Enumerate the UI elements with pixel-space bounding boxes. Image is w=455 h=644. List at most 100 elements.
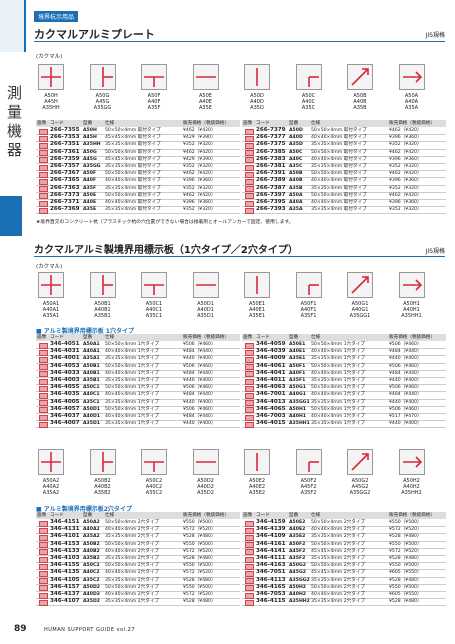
price: ¥462（¥420） <box>389 149 422 155</box>
plate-label: A50F1 <box>300 301 317 307</box>
spec: 45×45×4mm 取付タイプ <box>105 156 161 162</box>
spec: 40×40×4mm 1穴タイプ <box>105 414 160 419</box>
spec: 50×50×4mm 2穴タイプ <box>105 563 160 569</box>
column-header: コード <box>50 513 64 518</box>
row-rule <box>242 355 446 357</box>
model: A40F1 <box>289 370 306 376</box>
code: 346-4037 <box>50 413 80 419</box>
row-rule <box>242 134 446 136</box>
plate-label: A40H2 <box>403 484 420 490</box>
plate-label: A35F1 <box>300 313 317 319</box>
spec: 40×40×4mm 1穴タイプ <box>105 349 160 355</box>
spec: 50×50×4mm 取付タイプ <box>311 171 367 177</box>
column-header: 画像 <box>37 121 47 126</box>
plate-label: A50B1 <box>94 301 111 307</box>
thumbnail <box>245 527 254 534</box>
model: A40E <box>83 200 97 205</box>
model: A35GG2 <box>289 577 310 583</box>
side-tab <box>0 196 22 236</box>
code: 346-7053 <box>256 591 286 597</box>
spec: 35×35×4mm 2穴タイプ <box>311 599 366 605</box>
price: ¥506（¥460） <box>183 385 216 391</box>
price: ¥484（¥440） <box>389 349 422 355</box>
row-rule <box>36 155 240 157</box>
thumbnail <box>39 342 48 349</box>
thumbnail <box>39 371 48 378</box>
row-rule <box>36 555 240 556</box>
row-rule <box>36 405 240 407</box>
thumbnail <box>39 193 48 200</box>
code: 346-4057 <box>50 405 80 412</box>
thumbnail <box>245 128 254 135</box>
thumbnail <box>39 135 48 142</box>
thumbnail <box>245 342 254 349</box>
spec: 50×50×4mm 2穴タイプ <box>311 563 366 569</box>
model: A50C1 <box>83 385 100 391</box>
spec: 35×35×4mm 1穴タイプ <box>311 399 366 405</box>
plate-label: A35D2 <box>197 490 214 496</box>
row-rule <box>36 598 240 600</box>
thumbnail <box>39 385 48 392</box>
plate-label: A40E1 <box>248 307 266 313</box>
row-rule <box>36 163 240 164</box>
row-rule <box>36 369 240 371</box>
spec: 40×40×4mm 1穴タイプ <box>105 392 160 398</box>
column-header: 販売価格（税抜価格） <box>183 513 229 518</box>
code: 346-4153 <box>50 540 80 547</box>
price: ¥462（¥420） <box>389 128 422 133</box>
plate-image <box>141 272 167 298</box>
thumbnail <box>39 392 48 399</box>
model: A35GG <box>83 164 101 169</box>
code: 346-4159 <box>256 519 286 525</box>
price: ¥352（¥320） <box>389 185 422 191</box>
model: A35D1 <box>83 421 100 427</box>
price: ¥396（¥360） <box>183 200 216 205</box>
row-rule <box>242 533 446 535</box>
badge: 境界杭示用品 <box>34 11 79 22</box>
spec: 50×50×4mm 1穴タイプ <box>105 342 160 347</box>
standard: JIS規格 <box>425 248 445 255</box>
plate-image <box>89 64 116 90</box>
plate-label: A50E <box>199 93 212 99</box>
code: 346-4161 <box>256 540 286 547</box>
spec: 50×50×4mm 取付タイプ <box>105 192 161 198</box>
plate-label: A40D <box>250 99 264 105</box>
spec: 40×40×4mm 2穴タイプ <box>105 570 160 576</box>
thumbnail <box>39 349 48 356</box>
plate-image <box>38 449 64 475</box>
code: 266-7351 <box>50 141 80 148</box>
row-rule <box>242 348 446 350</box>
row-rule <box>242 569 446 571</box>
price: ¥462（¥420） <box>183 149 216 155</box>
code: 346-4141 <box>256 547 286 554</box>
price: ¥396（¥360） <box>389 178 422 184</box>
row-rule <box>36 540 240 542</box>
plate-label: A40H1 <box>403 307 420 313</box>
row-rule <box>36 562 240 564</box>
thumbnail <box>245 157 254 164</box>
spec: 50×50×4mm 2穴タイプ <box>105 520 160 525</box>
thumbnail <box>245 193 254 200</box>
spec: 50×50×4mm 取付タイプ <box>105 128 161 133</box>
column-header: コード <box>50 335 64 340</box>
row-rule <box>36 526 240 528</box>
thumbnail <box>245 585 254 592</box>
column-header: 型番 <box>289 335 299 340</box>
model: A40B1 <box>83 370 100 376</box>
plate-image <box>398 64 425 90</box>
row-rule <box>36 427 240 429</box>
plate-label: A35E2 <box>248 490 266 496</box>
model: A35B1 <box>83 378 100 383</box>
thumbnail <box>245 371 254 378</box>
model: A40B <box>289 178 303 184</box>
plate-label: A50A <box>404 93 419 99</box>
column-header: 販売価格（税抜価格） <box>389 335 435 340</box>
thumbnail <box>245 563 254 570</box>
thumbnail <box>245 142 254 149</box>
plate-label: A35GG1 <box>349 313 371 319</box>
spec: 40×40×4mm 取付タイプ <box>311 178 367 184</box>
plate-label: A35C1 <box>145 313 163 319</box>
price: ¥605（¥550） <box>389 570 422 576</box>
row-rule <box>242 413 446 414</box>
thumbnail <box>245 400 254 407</box>
